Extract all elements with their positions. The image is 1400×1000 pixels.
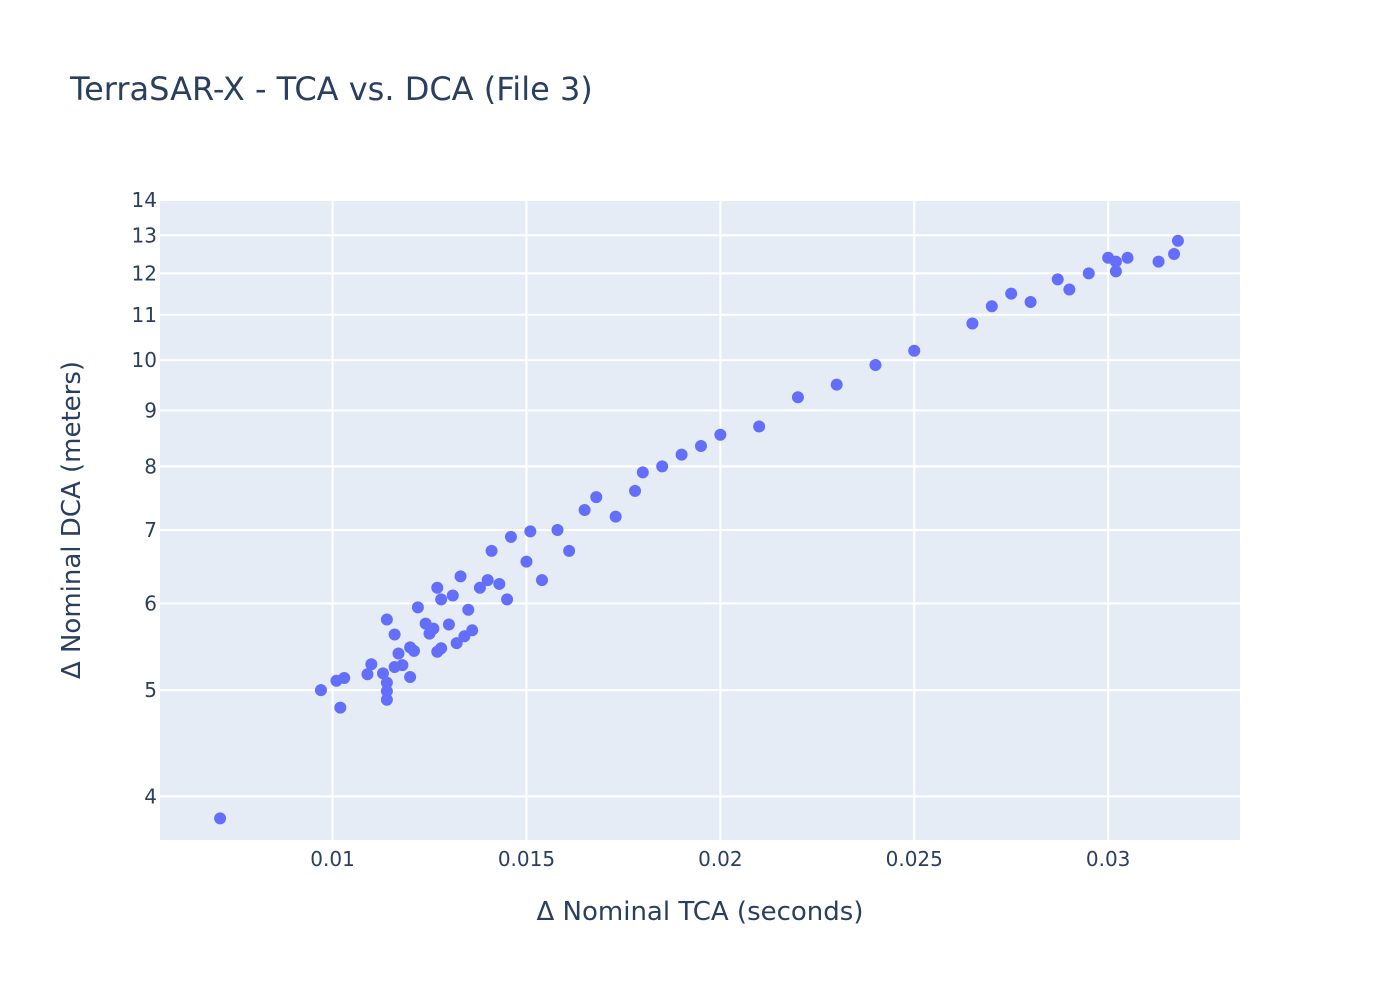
- y-tick-label: 12: [132, 261, 157, 285]
- data-point: [966, 317, 979, 330]
- data-point: [411, 601, 424, 614]
- data-point: [380, 613, 393, 626]
- data-point: [1051, 273, 1064, 286]
- data-point: [462, 603, 475, 616]
- data-point: [520, 555, 533, 568]
- data-point: [791, 391, 804, 404]
- data-point: [1121, 251, 1134, 264]
- x-tick-label: 0.02: [698, 847, 743, 871]
- y-tick-label: 14: [132, 188, 157, 212]
- data-point: [908, 344, 921, 357]
- data-point: [473, 581, 486, 594]
- x-axis-title: Δ Nominal TCA (seconds): [537, 897, 864, 927]
- data-point: [1024, 296, 1037, 309]
- data-point: [869, 358, 882, 371]
- data-point: [675, 448, 688, 461]
- data-point: [334, 701, 347, 714]
- data-point: [830, 378, 843, 391]
- data-point: [1109, 255, 1122, 268]
- data-point: [563, 544, 576, 557]
- data-point: [578, 504, 591, 517]
- data-point: [446, 589, 459, 602]
- data-point: [380, 676, 393, 689]
- data-point: [714, 428, 727, 441]
- y-tick-label: 6: [144, 591, 157, 615]
- data-point: [493, 577, 506, 590]
- data-point: [396, 659, 409, 672]
- y-tick-label: 5: [144, 678, 157, 702]
- data-point: [361, 668, 374, 681]
- data-point: [427, 622, 440, 635]
- y-tick-label: 13: [132, 223, 157, 247]
- data-point: [656, 460, 669, 473]
- data-point: [485, 544, 498, 557]
- data-point: [338, 671, 351, 684]
- data-point: [435, 642, 448, 655]
- data-point: [985, 300, 998, 313]
- data-point: [481, 574, 494, 587]
- data-point: [365, 658, 378, 671]
- x-tick-label: 0.03: [1086, 847, 1131, 871]
- data-point: [1063, 283, 1076, 296]
- data-point: [380, 685, 393, 698]
- plot-area: [160, 200, 1240, 840]
- x-tick-label: 0.01: [310, 847, 355, 871]
- data-point: [629, 484, 642, 497]
- data-point: [376, 667, 389, 680]
- data-point: [590, 491, 603, 504]
- data-point: [609, 510, 622, 523]
- data-point: [1082, 267, 1095, 280]
- data-point: [1109, 265, 1122, 278]
- data-point: [435, 593, 448, 606]
- grid-lines: [160, 199, 1240, 840]
- data-point: [466, 624, 479, 637]
- data-point: [504, 530, 517, 543]
- y-tick-label: 7: [144, 518, 157, 542]
- data-point: [404, 671, 417, 684]
- data-point: [392, 647, 405, 660]
- y-tick-label: 8: [144, 454, 157, 478]
- y-tick-label: 4: [144, 784, 157, 808]
- y-tick-labels: 4 5 6 7 8 9 10 11 12 13 14: [132, 188, 157, 808]
- y-axis-title: Δ Nominal DCA (meters): [57, 361, 87, 679]
- data-point: [1171, 234, 1184, 247]
- data-point: [450, 637, 463, 650]
- data-point: [551, 523, 564, 536]
- data-point: [1168, 247, 1181, 260]
- data-point: [454, 570, 467, 583]
- data-point: [442, 618, 455, 631]
- data-point: [535, 574, 548, 587]
- data-point: [753, 420, 766, 433]
- data-point: [694, 440, 707, 453]
- data-point: [1152, 255, 1165, 268]
- data-point: [408, 644, 421, 657]
- data-point: [1005, 287, 1018, 300]
- data-point: [214, 812, 227, 825]
- data-point: [380, 693, 393, 706]
- x-tick-labels: 0.01 0.015 0.02 0.025 0.03: [310, 847, 1130, 871]
- data-points: [214, 234, 1184, 825]
- data-point: [524, 525, 537, 538]
- y-tick-label: 9: [144, 398, 157, 422]
- y-tick-label: 10: [132, 348, 157, 372]
- data-point: [431, 581, 444, 594]
- data-point: [388, 628, 401, 641]
- chart-title: TerraSAR-X - TCA vs. DCA (File 3): [69, 70, 593, 108]
- data-point: [636, 466, 649, 479]
- x-tick-label: 0.025: [886, 847, 943, 871]
- y-tick-label: 11: [132, 303, 157, 327]
- data-point: [501, 593, 514, 606]
- x-tick-label: 0.015: [498, 847, 555, 871]
- data-point: [314, 684, 327, 697]
